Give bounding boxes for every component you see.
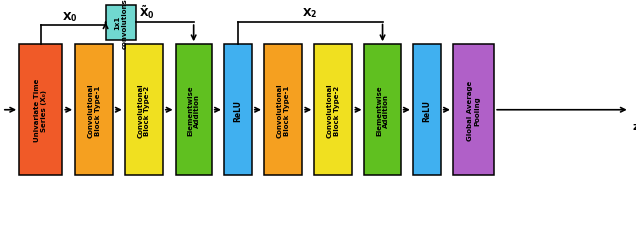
Text: 1x1
convolutions: 1x1 convolutions [114,0,127,48]
FancyBboxPatch shape [264,45,302,176]
FancyBboxPatch shape [364,45,401,176]
Text: Convolutional
Block Type-1: Convolutional Block Type-1 [277,83,289,137]
FancyBboxPatch shape [176,45,212,176]
FancyBboxPatch shape [125,45,163,176]
Text: $\mathbf{X_0}$: $\mathbf{X_0}$ [62,10,78,24]
FancyBboxPatch shape [75,45,113,176]
Text: Elementwise
Addition: Elementwise Addition [376,85,389,135]
FancyBboxPatch shape [106,6,136,40]
Text: ReLU: ReLU [422,99,431,121]
Text: z: z [633,121,636,131]
Text: $\mathbf{\tilde{X}_0}$: $\mathbf{\tilde{X}_0}$ [139,4,155,21]
FancyBboxPatch shape [413,45,441,176]
FancyBboxPatch shape [224,45,252,176]
Text: ReLU: ReLU [233,99,242,121]
Text: $\mathbf{X_2}$: $\mathbf{X_2}$ [303,7,318,20]
Text: Convolutional
Block Type-2: Convolutional Block Type-2 [327,83,340,137]
FancyBboxPatch shape [19,45,62,176]
Text: Global Average
Pooling: Global Average Pooling [467,80,480,140]
FancyBboxPatch shape [314,45,352,176]
Text: Convolutional
Block Type-2: Convolutional Block Type-2 [137,83,150,137]
Text: Convolutional
Block Type-1: Convolutional Block Type-1 [88,83,100,137]
Text: Elementwise
Addition: Elementwise Addition [187,85,200,135]
Text: Univariate Time
Series (X₀): Univariate Time Series (X₀) [34,79,47,142]
FancyBboxPatch shape [453,45,494,176]
